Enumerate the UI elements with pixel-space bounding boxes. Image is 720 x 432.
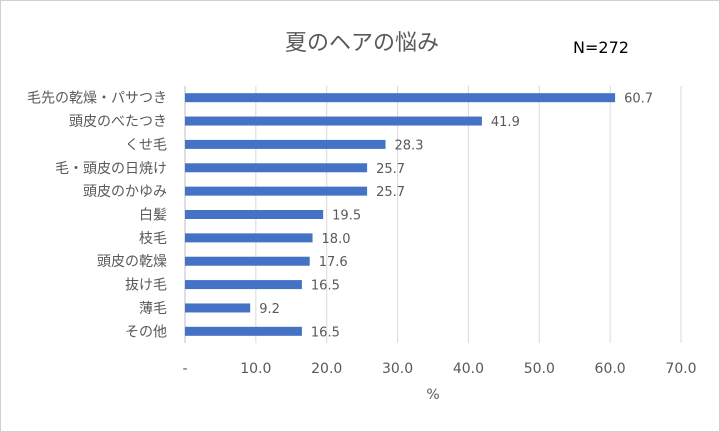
bar (185, 210, 324, 219)
x-tick-label: 20.0 (311, 361, 342, 377)
x-tick-label: 60.0 (595, 361, 626, 377)
x-tick-label: 10.0 (240, 361, 271, 377)
y-category-label: くせ毛 (125, 137, 167, 153)
bar (185, 326, 302, 336)
data-label: 16.5 (311, 325, 340, 340)
y-category-label: 頭皮のべたつき (69, 114, 167, 130)
data-label: 19.5 (332, 209, 361, 224)
bar (185, 93, 616, 103)
data-label: 9.2 (259, 302, 280, 317)
x-tick-label: 30.0 (382, 361, 413, 377)
data-label: 60.7 (624, 92, 653, 107)
y-category-label: 毛先の乾燥・パサつき (27, 91, 167, 107)
bar (185, 233, 313, 243)
sample-size-annotation: N=272 (573, 38, 629, 57)
y-category-label: 頭皮のかゆみ (83, 184, 167, 200)
data-label: 16.5 (311, 279, 340, 294)
y-category-label: その他 (125, 324, 167, 340)
x-tick-label: - (182, 361, 187, 377)
y-category-label: 白髪 (139, 208, 167, 224)
data-label: 28.3 (395, 138, 424, 153)
x-tick-label: 40.0 (453, 361, 484, 377)
y-category-label: 枝毛 (139, 231, 167, 247)
y-category-label: 薄毛 (139, 301, 167, 317)
bar (185, 116, 482, 126)
data-label: 18.0 (322, 232, 351, 247)
bar (185, 303, 251, 313)
bar (185, 256, 310, 266)
bar (185, 139, 386, 149)
bar (185, 163, 368, 173)
chart-title: 夏のヘアの悩み (285, 31, 439, 56)
x-tick-label: 50.0 (524, 361, 555, 377)
x-axis-label: % (426, 387, 439, 403)
y-category-label: 毛・頭皮の日焼け (55, 161, 167, 177)
bar (185, 280, 302, 290)
data-label: 25.7 (376, 185, 405, 200)
y-category-label: 抜け毛 (125, 278, 167, 294)
bar (185, 186, 368, 196)
data-label: 41.9 (491, 115, 520, 130)
data-label: 17.6 (319, 255, 348, 270)
y-category-label: 頭皮の乾燥 (97, 254, 167, 270)
data-label: 25.7 (376, 162, 405, 177)
x-tick-label: 70.0 (665, 361, 696, 377)
